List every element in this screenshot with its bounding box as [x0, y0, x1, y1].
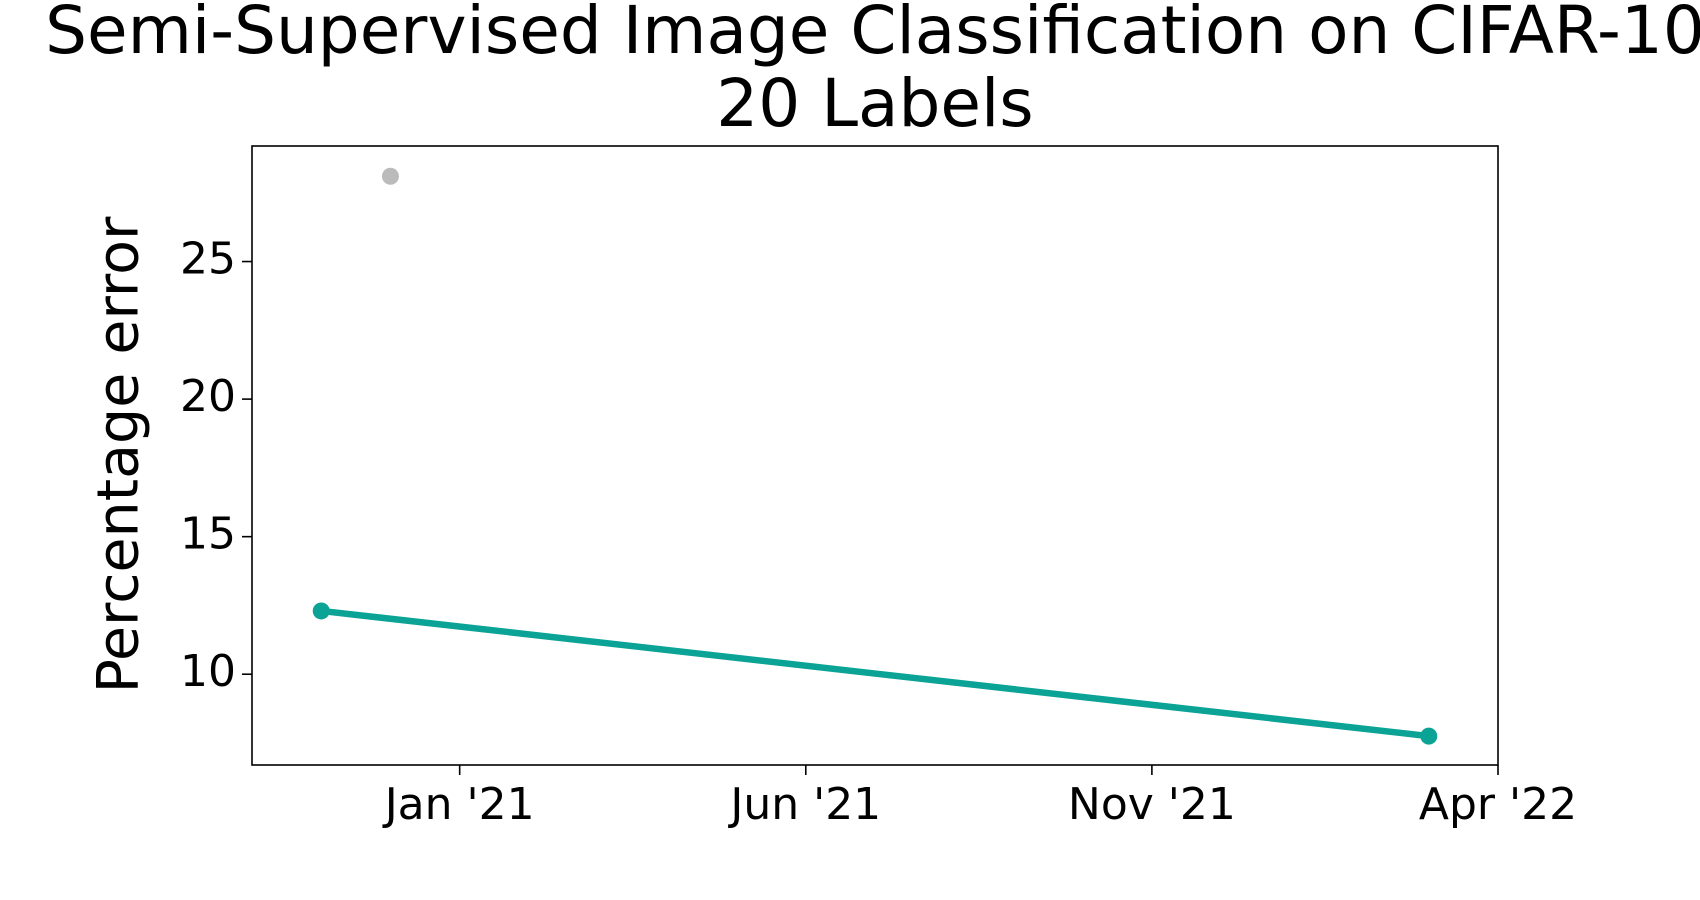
chart-title: 20 Labels — [716, 65, 1033, 142]
y-tick-label: 20 — [180, 371, 236, 422]
y-tick-label: 25 — [180, 234, 236, 285]
y-tick-label: 10 — [180, 646, 236, 697]
x-tick-label: Nov '21 — [1068, 779, 1236, 830]
point — [1420, 727, 1438, 745]
x-tick-label: Jun '21 — [727, 779, 881, 830]
chart-title: Semi-Supervised Image Classification on … — [45, 0, 1700, 69]
point — [381, 167, 399, 185]
y-axis-label: Percentage error — [86, 216, 152, 693]
x-tick-label: Jan '21 — [382, 779, 535, 830]
plot-frame — [251, 145, 1499, 766]
y-tick-label: 15 — [180, 509, 236, 560]
x-tick-label: Apr '22 — [1419, 779, 1577, 830]
point — [312, 602, 330, 620]
line — [320, 607, 1430, 740]
